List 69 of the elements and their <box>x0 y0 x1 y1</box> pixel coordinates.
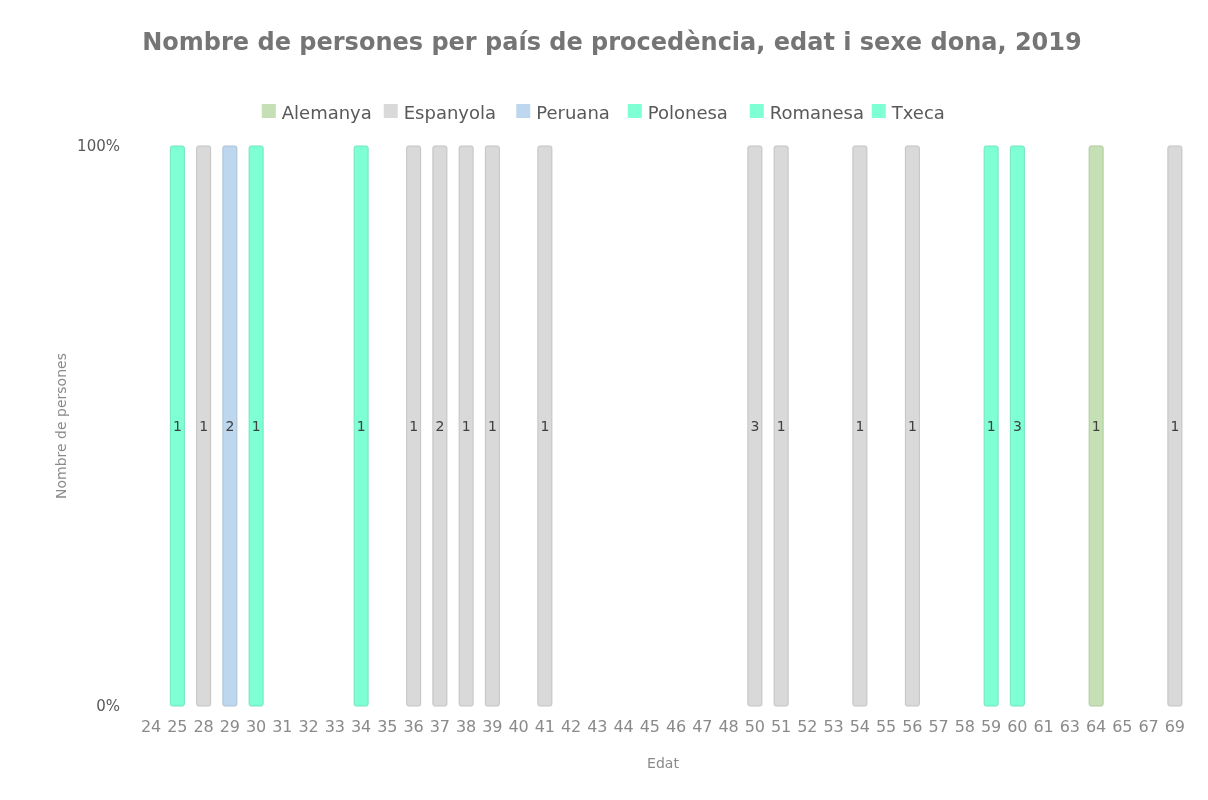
x-tick-label: 48 <box>718 717 739 736</box>
x-tick-label: 59 <box>980 717 1002 736</box>
annotation: 1 <box>986 418 996 434</box>
legend-label: Espanyola <box>403 101 497 123</box>
x-tick-label: 69 <box>1164 717 1186 736</box>
x-tick-label: 33 <box>324 717 346 736</box>
y-tick-label: 100% <box>77 137 120 155</box>
x-axis-title: Edat <box>647 755 680 771</box>
annotation: 1 <box>1170 418 1180 434</box>
x-tick-label: 60 <box>1007 717 1028 736</box>
x-tick-label: 42 <box>560 717 582 736</box>
annotation: 1 <box>409 418 419 434</box>
annotation: 3 <box>750 418 760 434</box>
x-tick-label: 37 <box>429 717 451 736</box>
x-tick-label: 64 <box>1085 717 1107 736</box>
x-tick-label: 61 <box>1033 717 1054 736</box>
chart-title: Nombre de persones per país de procedència, edat i sexe dona, 2019 <box>142 28 1082 56</box>
annotation: 2 <box>225 418 235 434</box>
x-tick-label: 57 <box>928 717 949 736</box>
x-tick-label: 41 <box>534 717 556 736</box>
x-tick-label: 52 <box>797 717 818 736</box>
annotation: 1 <box>776 418 786 434</box>
annotation: 1 <box>461 418 471 434</box>
x-tick-label: 38 <box>455 717 477 736</box>
annotation: 1 <box>487 418 497 434</box>
annotation: 1 <box>356 418 366 434</box>
x-tick-label: 40 <box>508 717 529 736</box>
x-tick-label: 56 <box>902 717 923 736</box>
x-tick-label: 46 <box>665 717 687 736</box>
x-tick-label: 44 <box>613 717 634 736</box>
x-tick-label: 45 <box>639 717 661 736</box>
annotation: 1 <box>172 418 182 434</box>
x-tick-label: 51 <box>770 717 792 736</box>
x-tick-label: 24 <box>140 717 162 736</box>
x-tick-label: 55 <box>875 717 897 736</box>
annotation: 1 <box>199 418 209 434</box>
y-axis-title: Nombre de persones <box>53 353 69 499</box>
legend-label: Txeca <box>890 101 945 123</box>
legend-label: Romanesa <box>769 101 864 123</box>
x-tick-label: 29 <box>219 717 241 736</box>
x-tick-label: 47 <box>692 717 713 736</box>
x-tick-label: 28 <box>193 717 214 736</box>
x-tick-label: 36 <box>403 717 424 736</box>
annotation: 1 <box>1091 418 1101 434</box>
x-tick-label: 67 <box>1138 717 1159 736</box>
x-tick-label: 65 <box>1112 717 1133 736</box>
x-tick-label: 63 <box>1059 717 1081 736</box>
x-tick-label: 50 <box>744 717 766 736</box>
annotation: 1 <box>251 418 261 434</box>
legend-label: Peruana <box>536 101 610 123</box>
annotation: 1 <box>855 418 865 434</box>
x-tick-label: 34 <box>350 717 372 736</box>
x-tick-label: 32 <box>298 717 319 736</box>
x-tick-label: 25 <box>167 717 188 736</box>
annotation: 1 <box>540 418 550 434</box>
legend-label: Alemanya <box>281 101 372 123</box>
x-tick-label: 53 <box>823 717 844 736</box>
annotation: 2 <box>435 418 445 434</box>
x-tick-label: 58 <box>954 717 976 736</box>
y-tick-label: 0% <box>96 697 120 715</box>
x-tick-label: 43 <box>587 717 608 736</box>
annotation: 3 <box>1012 418 1022 434</box>
x-tick-label: 35 <box>377 717 398 736</box>
x-tick-label: 30 <box>245 717 267 736</box>
annotation: 1 <box>907 418 917 434</box>
legend-label: Polonesa <box>647 101 728 123</box>
x-tick-label: 39 <box>482 717 503 736</box>
x-tick-label: 54 <box>849 717 871 736</box>
x-tick-label: 31 <box>272 717 293 736</box>
